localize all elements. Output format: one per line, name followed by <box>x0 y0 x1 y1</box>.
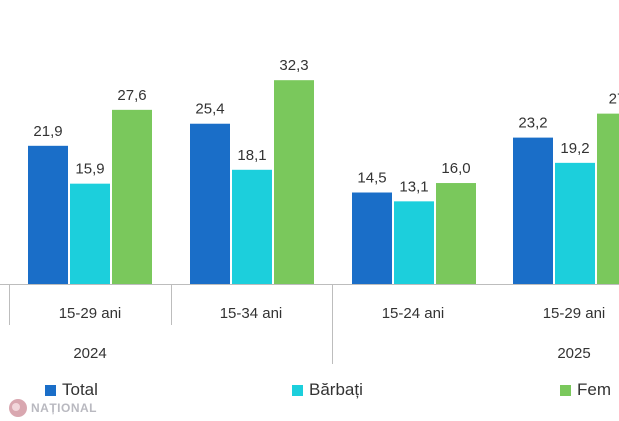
watermark-text: NAȚIONAL <box>31 401 97 415</box>
bar-total-3 <box>513 137 553 284</box>
watermark-logo: NAȚIONAL <box>8 398 97 418</box>
legend-swatch-total <box>45 384 56 396</box>
data-label-total-3: 23,2 <box>518 115 547 132</box>
data-label-brbai-0: 15,9 <box>75 161 104 178</box>
data-label-brbai-1: 18,1 <box>237 147 266 164</box>
data-label-femei-2: 16,0 <box>441 160 470 177</box>
x-axis: 15-29 ani 15-34 ani 15-24 ani 15-29 ani 2024… <box>0 284 619 364</box>
bar-total-0 <box>28 145 68 284</box>
legend: Total Bărbați Fem <box>0 380 619 404</box>
year-label-2025: 2025 <box>557 345 590 362</box>
bar-brbai-0 <box>70 183 110 284</box>
data-label-femei-0: 27,6 <box>117 87 146 104</box>
category-label-1: 15-34 ani <box>220 305 283 322</box>
data-label-brbai-3: 19,2 <box>560 140 589 157</box>
category-label-3: 15-29 ani <box>543 305 606 322</box>
bar-brbai-2 <box>394 201 434 284</box>
bar-total-1 <box>190 123 230 284</box>
data-label-femei-1: 32,3 <box>279 57 308 74</box>
data-label-total-0: 21,9 <box>33 123 62 140</box>
category-label-2: 15-24 ani <box>382 305 445 322</box>
data-label-femei-3: 27 <box>609 91 619 108</box>
category-label-0: 15-29 ani <box>59 305 122 322</box>
bar-brbai-3 <box>555 162 595 284</box>
bar-brbai-1 <box>232 169 272 284</box>
legend-label-total: Total <box>62 380 98 399</box>
bar-femei-0 <box>112 109 152 285</box>
legend-swatch-femei <box>560 384 571 396</box>
bar-femei-3 <box>597 113 619 284</box>
data-label-total-2: 14,5 <box>357 170 386 187</box>
logo-mark-icon <box>9 399 27 417</box>
legend-item-total: Total <box>45 380 98 400</box>
legend-label-femei: Fem <box>577 380 611 399</box>
bars-layer <box>28 80 619 285</box>
bar-femei-2 <box>436 183 476 284</box>
bar-femei-1 <box>274 80 314 284</box>
data-label-total-1: 25,4 <box>195 101 224 118</box>
legend-item-barbati: Bărbați <box>292 380 363 400</box>
legend-swatch-barbati <box>292 384 303 396</box>
year-label-2024: 2024 <box>73 345 106 362</box>
legend-label-barbati: Bărbați <box>309 380 363 399</box>
data-label-brbai-2: 13,1 <box>399 178 428 195</box>
bar-total-2 <box>352 192 392 284</box>
legend-item-femei: Fem <box>560 380 611 400</box>
data-labels-layer: 21,9 15,9 27,6 25,4 18,1 32,3 14,5 13,1 16,0 23,2… <box>33 57 619 195</box>
